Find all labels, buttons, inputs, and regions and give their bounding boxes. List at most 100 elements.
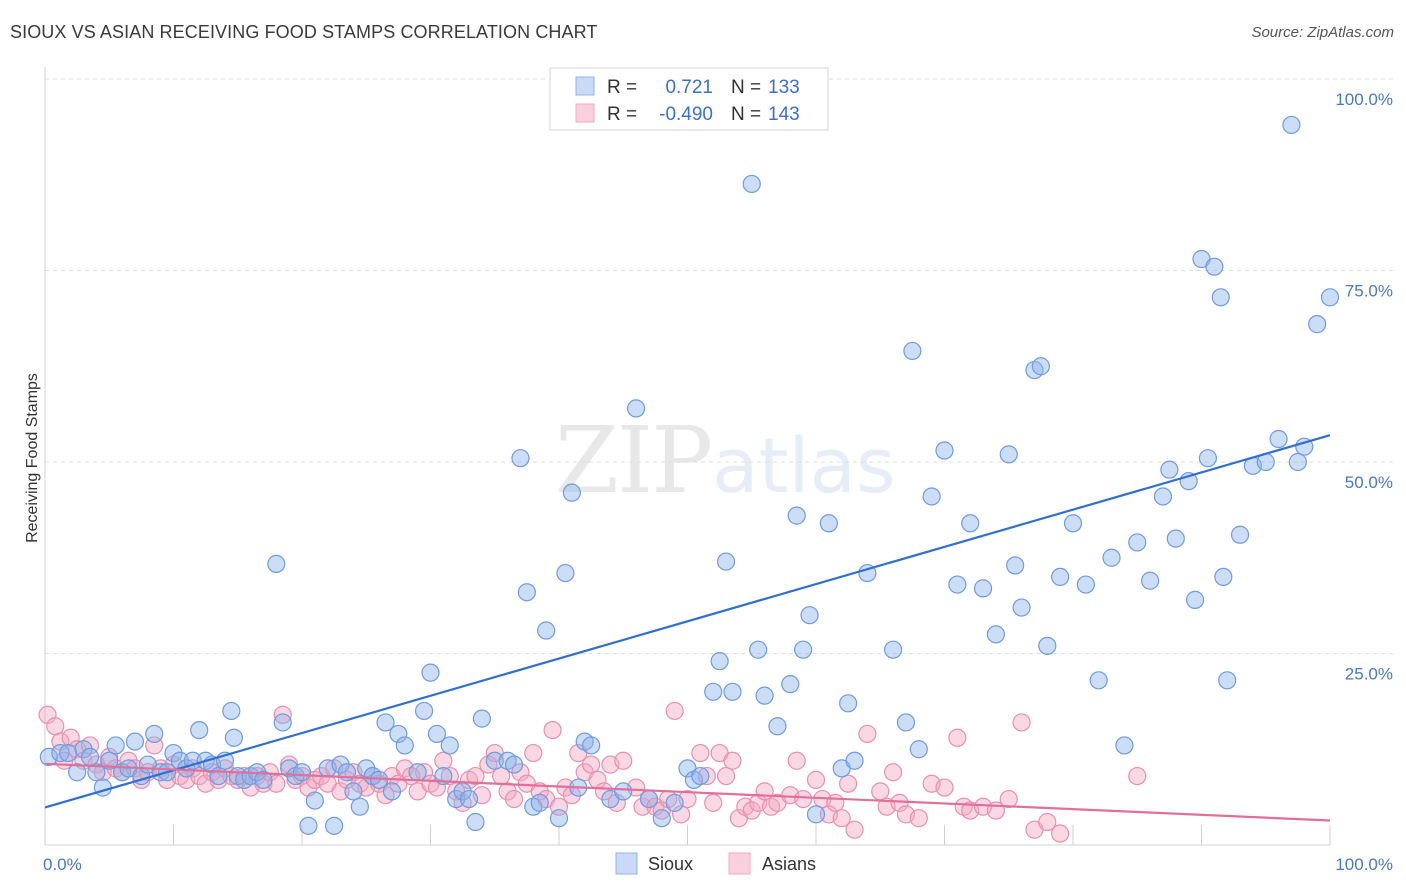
sioux-point-93 xyxy=(749,640,768,659)
sioux-point-83 xyxy=(652,809,671,828)
legend-n-value-asians: 143 xyxy=(768,104,800,125)
sioux-point-39 xyxy=(299,816,318,835)
sioux-point-120 xyxy=(1031,357,1050,376)
sioux-point-34 xyxy=(267,554,286,573)
sioux-point-74 xyxy=(556,563,575,583)
sioux-point-99 xyxy=(800,606,819,625)
sioux-point-127 xyxy=(1115,736,1134,755)
legend-n-value-sioux: 133 xyxy=(768,77,800,98)
asians-point-123 xyxy=(858,724,877,744)
asians-point-85 xyxy=(582,755,601,774)
asians-point-116 xyxy=(806,770,826,789)
sioux-point-46 xyxy=(350,797,369,816)
y-tick-label-3: 100.0% xyxy=(1335,90,1393,109)
asians-point-119 xyxy=(826,793,845,812)
sioux-point-80 xyxy=(614,782,633,801)
y-tick-label-2: 75.0% xyxy=(1345,282,1393,301)
asians-point-1 xyxy=(46,717,65,736)
asians-point-132 xyxy=(948,728,967,747)
sioux-point-88 xyxy=(704,682,723,701)
sioux-point-108 xyxy=(903,341,922,361)
sioux-point-125 xyxy=(1089,671,1108,690)
asians-point-46 xyxy=(331,782,350,801)
sioux-point-51 xyxy=(382,782,402,801)
legend-n-label-asians: N = xyxy=(731,104,761,125)
series-sioux-points xyxy=(39,115,1340,835)
sioux-point-15 xyxy=(145,724,164,744)
sioux-point-33 xyxy=(254,770,273,789)
sioux-point-118 xyxy=(1012,598,1031,617)
sioux-point-103 xyxy=(839,694,858,713)
asians-point-105 xyxy=(723,751,742,770)
sioux-point-126 xyxy=(1102,548,1121,567)
x-tick-label-1: 100.0% xyxy=(1335,855,1393,874)
sioux-point-59 xyxy=(440,736,459,755)
asians-point-126 xyxy=(883,763,903,782)
sioux-point-69 xyxy=(517,583,536,602)
sioux-point-50 xyxy=(376,713,395,732)
sioux-point-22 xyxy=(190,720,209,740)
sioux-point-104 xyxy=(845,751,864,770)
sioux-point-145 xyxy=(1282,115,1301,135)
sioux-point-140 xyxy=(1218,671,1237,690)
asians-point-76 xyxy=(524,743,543,763)
legend-r-label-sioux: R = xyxy=(607,77,637,98)
sioux-point-56 xyxy=(421,663,440,682)
sioux-point-134 xyxy=(1185,590,1205,609)
sioux-point-91 xyxy=(723,682,742,701)
legend-r-value-asians: -0.490 xyxy=(659,104,713,125)
axes xyxy=(44,67,1331,846)
trend-lines xyxy=(44,434,1331,822)
asians-point-90 xyxy=(614,751,633,770)
sioux-point-68 xyxy=(511,449,530,468)
asians-point-140 xyxy=(1038,812,1057,832)
legend-n-label-sioux: N = xyxy=(731,77,761,98)
sioux-point-131 xyxy=(1160,460,1179,479)
sioux-point-62 xyxy=(459,789,479,809)
x-tick-label-0: 0.0% xyxy=(43,855,82,874)
sioux-point-123 xyxy=(1063,514,1083,533)
asians-point-102 xyxy=(704,793,723,812)
watermark-zip: ZIP xyxy=(555,407,711,514)
sioux-point-89 xyxy=(710,652,729,671)
sioux-point-5 xyxy=(80,747,100,767)
sioux-point-12 xyxy=(125,732,145,751)
sioux-point-95 xyxy=(768,717,787,736)
legend-swatch-sioux xyxy=(575,76,595,96)
sioux-point-97 xyxy=(787,506,806,525)
sioux-point-2 xyxy=(59,743,78,763)
sioux-point-54 xyxy=(408,763,427,782)
y-axis-title: Receiving Food Stamps xyxy=(24,373,41,543)
sioux-point-90 xyxy=(716,552,736,571)
asians-point-104 xyxy=(716,766,736,786)
asians-point-67 xyxy=(466,766,485,786)
sioux-point-98 xyxy=(794,640,813,659)
sioux-point-128 xyxy=(1128,533,1147,552)
bottom-legend-swatch-sioux xyxy=(615,852,638,875)
sioux-point-148 xyxy=(1308,315,1327,334)
sioux-point-136 xyxy=(1198,449,1218,468)
sioux-point-137 xyxy=(1205,257,1224,276)
legend-r-value-sioux: 0.721 xyxy=(665,77,713,98)
sioux-point-38 xyxy=(292,763,312,782)
sioux-point-42 xyxy=(325,816,344,835)
asians-point-4 xyxy=(61,728,80,747)
source-label: Source: ZipAtlas.com xyxy=(1251,24,1394,41)
sioux-point-144 xyxy=(1269,429,1288,449)
sioux-point-107 xyxy=(896,713,916,732)
sioux-point-67 xyxy=(504,755,524,774)
sioux-point-146 xyxy=(1288,452,1307,472)
asians-point-73 xyxy=(504,789,524,809)
y-tick-label-0: 25.0% xyxy=(1345,665,1393,684)
sioux-point-55 xyxy=(414,701,434,721)
asians-point-98 xyxy=(671,805,691,824)
sioux-point-78 xyxy=(582,736,601,755)
sioux-point-110 xyxy=(922,487,941,506)
sioux-point-73 xyxy=(549,809,569,828)
asians-point-137 xyxy=(999,789,1018,809)
sioux-point-100 xyxy=(806,805,826,824)
sioux-point-82 xyxy=(639,789,659,809)
sioux-point-63 xyxy=(466,812,485,832)
sioux-point-116 xyxy=(999,445,1018,464)
sioux-point-96 xyxy=(781,675,800,694)
